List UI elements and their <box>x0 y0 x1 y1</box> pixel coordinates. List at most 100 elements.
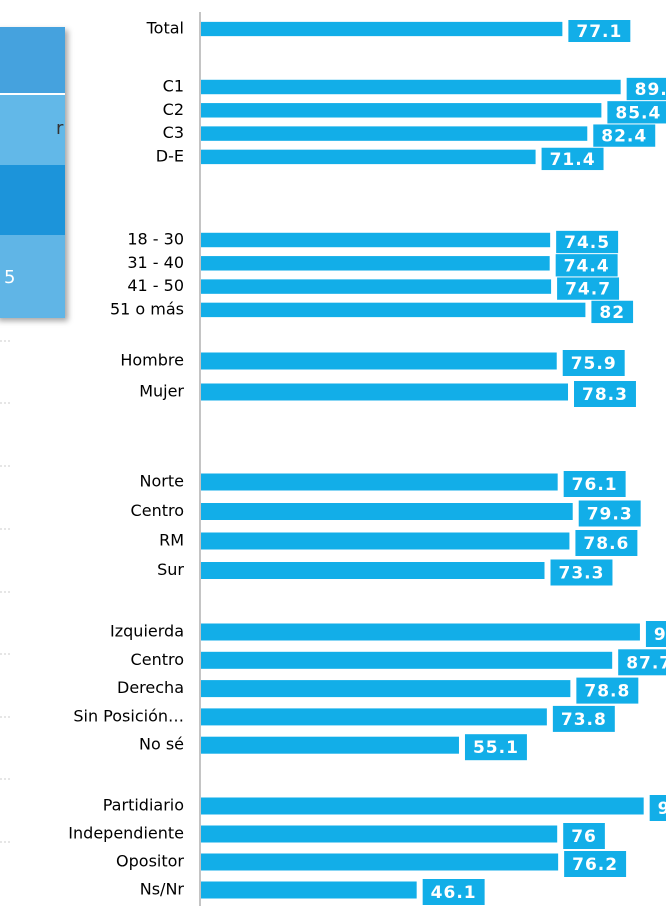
value-label: 74.7 <box>565 280 611 300</box>
category-label: Partidiario <box>103 796 184 815</box>
value-label: 71.4 <box>550 150 596 170</box>
value-label: 76.2 <box>572 855 618 875</box>
bar <box>201 256 550 271</box>
value-label: 85.4 <box>615 103 661 123</box>
value-label: 89.5 <box>635 80 666 100</box>
value-label: 78.3 <box>582 385 628 405</box>
bar <box>201 21 563 37</box>
value-label-box <box>575 530 638 556</box>
category-label: Sur <box>157 560 184 579</box>
category-label: Izquierda <box>110 622 184 641</box>
value-label-box <box>464 734 527 761</box>
bar <box>201 79 621 95</box>
value-label-box <box>557 277 620 300</box>
category-label: Norte <box>140 472 184 491</box>
value-label-box <box>618 649 666 676</box>
category-label: No sé <box>139 735 184 754</box>
value-label-box <box>593 124 656 147</box>
bar <box>201 825 558 843</box>
value-label-box <box>552 705 615 732</box>
bar <box>201 881 417 899</box>
value-label: 46.1 <box>431 883 477 903</box>
category-label: C3 <box>163 123 184 142</box>
category-label: D-E <box>156 146 184 165</box>
category-label: Independiente <box>68 824 184 843</box>
value-label-box <box>550 559 613 586</box>
category-label: Mujer <box>139 382 184 401</box>
bar <box>201 126 588 141</box>
value-label-box <box>541 147 604 171</box>
value-label: 76 <box>571 827 597 847</box>
category-label: 18 - 30 <box>127 230 184 249</box>
value-label: 78.8 <box>584 682 630 702</box>
category-label: 31 - 40 <box>127 253 184 272</box>
value-label-box <box>568 20 631 42</box>
value-label: 75.9 <box>571 354 617 374</box>
value-label: 55.1 <box>473 738 519 758</box>
value-label-box <box>578 500 641 527</box>
value-label-box <box>649 795 666 821</box>
panel-fragment: r <box>56 118 64 139</box>
category-label: Ns/Nr <box>140 880 185 899</box>
value-label-box <box>422 879 485 905</box>
left-dividers <box>0 340 10 843</box>
category-label: Opositor <box>116 852 184 871</box>
value-label: 74.5 <box>564 233 610 253</box>
category-label: C2 <box>163 100 184 119</box>
value-label: 73.8 <box>561 710 607 730</box>
category-label: Centro <box>131 501 184 520</box>
panel-fragment: 5 <box>4 267 15 288</box>
bar <box>201 532 570 550</box>
category-label: Derecha <box>117 678 184 697</box>
value-label-box <box>591 300 634 324</box>
bar <box>201 680 571 698</box>
value-label: 73.3 <box>559 564 605 584</box>
left-panel <box>0 27 65 318</box>
bar <box>201 623 640 641</box>
value-label: 79.3 <box>587 505 633 525</box>
bar <box>201 708 547 726</box>
value-label-box <box>574 381 636 407</box>
value-label-box <box>563 823 605 849</box>
category-label: C1 <box>163 77 184 96</box>
value-label-box <box>556 230 619 254</box>
value-label-box <box>564 851 627 877</box>
category-label: 41 - 50 <box>127 276 184 295</box>
bar <box>201 302 586 318</box>
value-label: 82.4 <box>601 127 647 147</box>
value-label: 82 <box>599 303 625 323</box>
value-label-box <box>562 350 625 376</box>
category-label: Centro <box>131 650 184 669</box>
value-label-box <box>607 101 666 124</box>
bar <box>201 279 552 294</box>
bar <box>201 232 551 248</box>
value-label-box <box>645 621 666 647</box>
bar <box>201 503 573 520</box>
value-label: 74.4 <box>564 256 610 276</box>
value-label: 77.1 <box>576 22 622 42</box>
bar <box>201 352 557 370</box>
bar <box>201 853 559 871</box>
value-label: 94.4 <box>658 799 666 819</box>
value-label: 78.6 <box>583 534 629 554</box>
bar <box>201 383 569 401</box>
bar <box>201 797 644 815</box>
category-label: 51 o más <box>110 299 184 318</box>
value-label-box <box>555 254 618 277</box>
bar <box>201 562 545 579</box>
bar <box>201 103 602 118</box>
category-label: RM <box>159 531 184 550</box>
bar <box>201 473 558 491</box>
value-label: 93.6 <box>654 625 666 645</box>
value-label-box <box>626 77 666 101</box>
value-label: 76.1 <box>572 475 618 495</box>
bar <box>201 736 459 754</box>
value-label: 87.7 <box>626 653 666 673</box>
value-label-box <box>576 677 639 704</box>
bar <box>201 651 613 669</box>
category-label: Hombre <box>120 351 184 370</box>
bar <box>201 149 536 165</box>
category-label: Total <box>146 19 184 38</box>
